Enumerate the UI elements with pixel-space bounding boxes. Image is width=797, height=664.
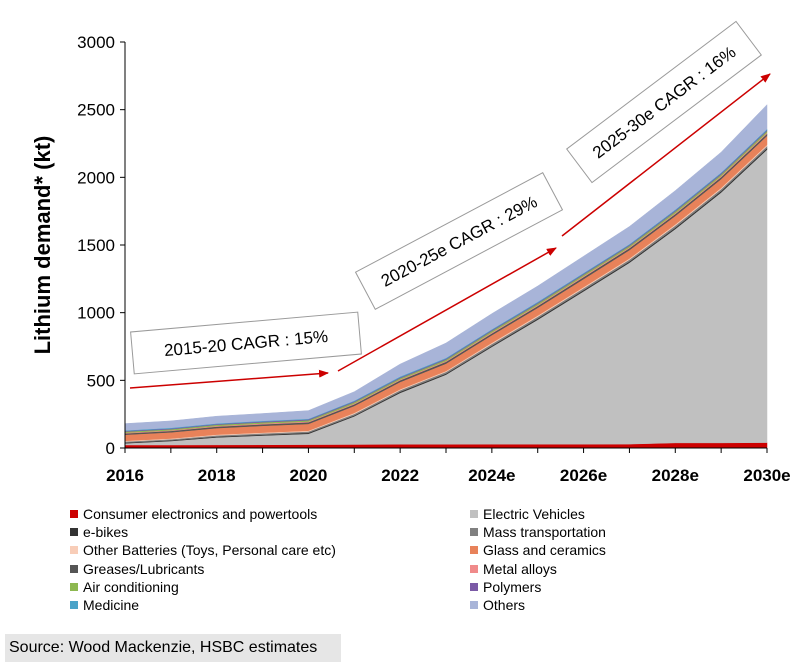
legend-swatch [70,582,78,591]
legend-item-glass-and-ceramics: Glass and ceramics [470,541,606,559]
area-others [124,104,768,431]
x-tick-label: 2022 [381,466,419,485]
legend-label: Greases/Lubricants [83,560,205,577]
y-tick-label: 500 [87,371,115,390]
legend-label: Electric Vehicles [483,506,585,522]
legend-label: Consumer electronics and powertools [83,506,318,522]
legend-label: Mass transportation [483,524,606,541]
y-tick-label: 1500 [77,236,115,255]
x-tick-label: 2026e [560,466,607,485]
legend-swatch [470,510,478,518]
legend-item-medicine: Medicine [70,596,139,614]
legend-item-electric-vehicles: Electric Vehicles [470,505,585,523]
legend-swatch [470,546,478,555]
y-tick-label: 0 [106,439,115,458]
legend-swatch [70,601,78,609]
legend-item-consumer-electronics-and-powertools: Consumer electronics and powertools [70,505,317,523]
x-tick-label: 2030e [743,466,790,485]
x-tick-label: 2020 [290,466,328,485]
x-tick-label: 2018 [198,466,236,485]
legend-label: Glass and ceramics [483,542,606,559]
legend-label: Others [483,597,526,613]
legend-item-mass-transportation: Mass transportation [470,523,606,541]
legend-swatch [470,528,478,537]
legend-label: Metal alloys [483,560,557,577]
cagr-box-frame [130,311,362,375]
lithium-demand-chart: 0 500 1000 1500 2000 2500 3000 2016 2018 2020 2022… [30,20,791,485]
legend-item-greases-lubricants: Greases/Lubricants [70,560,204,578]
y-tick-label: 1000 [77,304,115,323]
cagr-box: 2015-20 CAGR : 15% [130,311,362,375]
legend-item-air-conditioning: Air conditioning [70,578,179,596]
cagr-box-frame [354,172,564,310]
x-tick-label: 2024e [468,466,515,485]
legend-label: Air conditioning [83,578,179,595]
legend-item-other-batteries-toys-personal-care-etc: Other Batteries (Toys, Personal care etc… [70,541,336,559]
source-note: Source: Wood Mackenzie, HSBC estimates [5,634,341,662]
cagr-box: 2020-25e CAGR : 29% [354,172,564,310]
cagr-label: 2020-25e CAGR : 29% [378,192,540,290]
y-axis-label: Lithium demand* (kt) [30,136,55,355]
legend-item-metal-alloys: Metal alloys [470,560,557,578]
y-tick-label: 3000 [77,33,115,52]
y-tick-label: 2500 [77,101,115,120]
legend-swatch [470,582,478,591]
legend-item-polymers: Polymers [470,578,541,596]
cagr-box-frame [566,20,762,184]
cagr-arrow [561,73,771,237]
cagr-label: 2025-30e CAGR : 16% [589,42,739,162]
axes: 0 500 1000 1500 2000 2500 3000 2016 2018 2020 2022… [30,33,791,485]
x-tick-label: 2016 [106,466,144,485]
legend-label: Other Batteries (Toys, Personal care etc… [83,542,336,559]
legend-item-others: Others [470,596,525,614]
legend-swatch [70,510,78,518]
y-tick-label: 2000 [77,168,115,187]
legend-label: Polymers [483,578,542,595]
legend-swatch [70,546,78,555]
legend-label: e-bikes [83,524,129,541]
cagr-arrow [337,247,557,372]
stacked-area-layer [124,104,768,449]
legend-swatch [70,528,78,537]
legend-swatch [70,564,78,573]
legend-label: Medicine [83,597,140,613]
cagr-arrow [129,369,329,389]
x-tick-label: 2028e [652,466,699,485]
legend-item-e-bikes: e-bikes [70,523,128,541]
legend-swatch [470,601,478,609]
legend-swatch [470,564,478,573]
